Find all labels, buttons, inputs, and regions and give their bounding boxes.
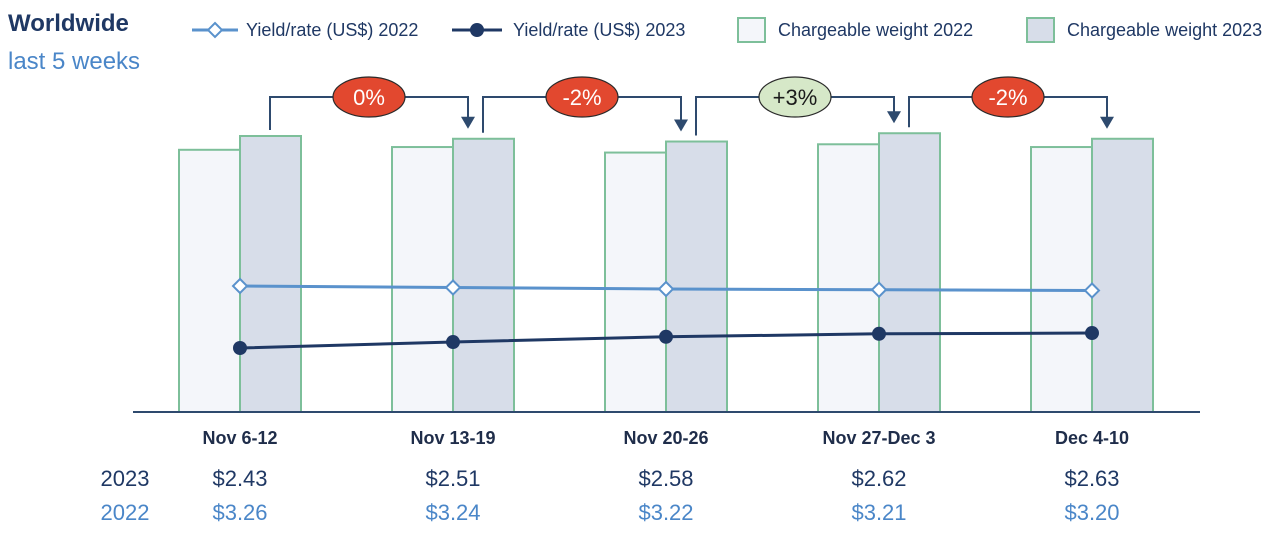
point-yield-2023-3 — [872, 326, 886, 341]
change-arrowhead-0 — [461, 116, 475, 129]
legend-label-1: Yield/rate (US$) 2023 — [513, 20, 685, 40]
x-tick-label-4: Dec 4-10 — [1055, 428, 1129, 448]
bar-weight-2023-1 — [452, 137, 515, 413]
point-yield-2023-1 — [446, 335, 460, 350]
change-badge-1 — [545, 76, 619, 118]
legend-label-3: Chargeable weight 2023 — [1067, 20, 1262, 40]
x-tick-label-3: Nov 27-Dec 3 — [822, 428, 935, 448]
table-value-2022-4: $3.20 — [1064, 500, 1119, 525]
point-yield-2023-4 — [1085, 326, 1099, 341]
legend-label-2: Chargeable weight 2022 — [778, 20, 973, 40]
change-label-1: -2% — [562, 85, 601, 110]
x-tick-label-2: Nov 20-26 — [623, 428, 708, 448]
change-label-0: 0% — [353, 85, 385, 110]
table-value-2022-1: $3.24 — [425, 500, 480, 525]
point-yield-2022-3 — [870, 281, 888, 299]
change-arrowhead-3 — [1100, 116, 1114, 129]
table-value-2022-3: $3.21 — [851, 500, 906, 525]
change-badge-3 — [971, 76, 1045, 118]
bar-weight-2022-1 — [391, 146, 454, 413]
point-yield-2022-0 — [231, 277, 249, 295]
bar-weight-2023-3 — [878, 132, 941, 414]
change-label-2: +3% — [773, 85, 818, 110]
table-value-2023-4: $2.63 — [1064, 466, 1119, 491]
point-yield-2022-4 — [1083, 282, 1101, 299]
legend-label-0: Yield/rate (US$) 2022 — [246, 20, 418, 40]
table-row-label-2022: 2022 — [101, 500, 150, 525]
bar-weight-2022-3 — [817, 143, 880, 413]
legend-swatch-marker-0 — [206, 21, 224, 39]
table-value-2023-1: $2.51 — [425, 466, 480, 491]
change-arrowhead-1 — [674, 119, 688, 132]
point-yield-2023-2 — [659, 329, 673, 344]
table-value-2022-2: $3.22 — [638, 500, 693, 525]
x-tick-label-1: Nov 13-19 — [410, 428, 495, 448]
table-value-2022-0: $3.26 — [212, 500, 267, 525]
table-value-2023-3: $2.62 — [851, 466, 906, 491]
legend-swatch-marker-1 — [470, 23, 484, 37]
bar-weight-2023-4 — [1091, 137, 1154, 413]
change-arrowhead-2 — [887, 111, 901, 124]
chart-title: Worldwide — [8, 10, 129, 37]
bar-weight-2022-0 — [178, 148, 241, 414]
change-badge-0 — [332, 76, 406, 118]
bar-weight-2023-2 — [665, 140, 728, 414]
point-yield-2022-1 — [444, 279, 462, 296]
table-value-2023-2: $2.58 — [638, 466, 693, 491]
change-badge-2 — [758, 76, 832, 118]
bar-weight-2022-2 — [604, 151, 667, 413]
chart-subtitle: last 5 weeks — [8, 48, 141, 75]
x-tick-label-0: Nov 6-12 — [202, 428, 277, 448]
bar-weight-2023-0 — [239, 135, 302, 413]
point-yield-2022-2 — [657, 280, 675, 298]
point-yield-2023-0 — [233, 341, 247, 355]
change-label-3: -2% — [988, 85, 1027, 110]
legend-swatch-box-3 — [1026, 17, 1055, 43]
table-row-label-2023: 2023 — [101, 466, 150, 491]
legend-swatch-box-2 — [737, 17, 766, 43]
table-value-2023-0: $2.43 — [212, 466, 267, 491]
bar-weight-2022-4 — [1030, 146, 1093, 413]
